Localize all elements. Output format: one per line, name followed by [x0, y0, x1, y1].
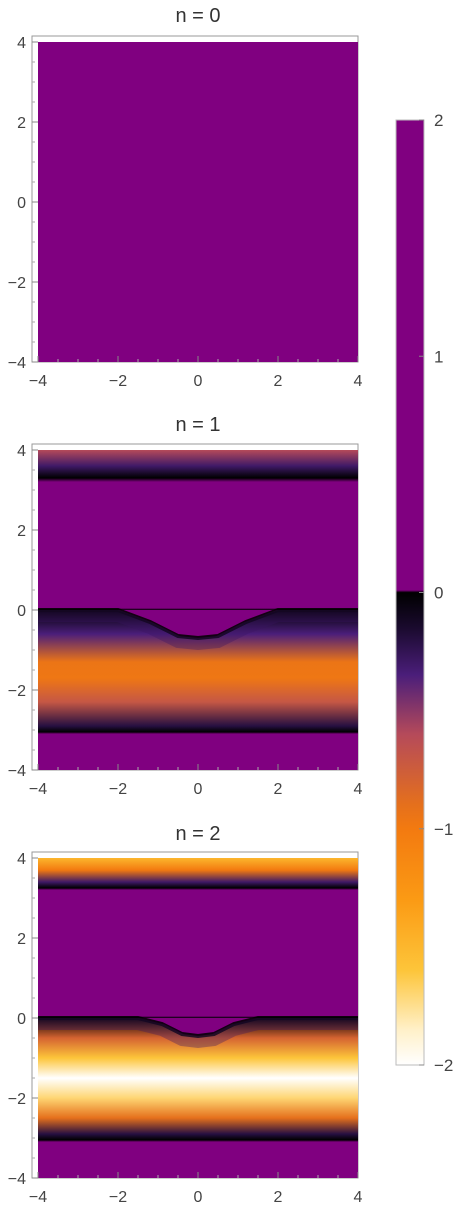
- boundary-curve: [38, 608, 358, 641]
- heatmap: [38, 450, 358, 770]
- heatmap-region: [38, 42, 358, 362]
- y-tick-label: 4: [17, 851, 26, 868]
- y-tick-label: −4: [8, 1171, 26, 1188]
- y-tick-label: −2: [8, 683, 26, 700]
- y-tick-label: 2: [17, 931, 26, 948]
- axes: −4 4 −2 2 0 0 2 −2 4 −4: [8, 851, 363, 1206]
- x-tick-label: 2: [274, 373, 283, 390]
- boundary-haze: [38, 610, 358, 651]
- panel-title: n = 1: [175, 414, 220, 436]
- y-tick-label: 0: [17, 603, 26, 620]
- heatmap: [38, 858, 358, 1178]
- y-tick-label: 4: [17, 35, 26, 52]
- y-tick-label: −4: [8, 355, 26, 372]
- boundary-haze: [38, 1018, 358, 1049]
- panel-title: n = 0: [175, 5, 220, 27]
- panel-n2: n = 2 −4 4 −2 2 0 0 2 −2 4 −4: [8, 823, 363, 1206]
- x-tick-label: 2: [274, 781, 283, 798]
- x-tick-label: 0: [194, 781, 203, 798]
- y-tick-label: 4: [17, 443, 26, 460]
- x-tick-label: −4: [29, 373, 47, 390]
- axes: −4 4 −2 2 0 0 2 −2 4 −4: [8, 35, 363, 390]
- y-tick-label: −2: [8, 275, 26, 292]
- panel-n1: n = 1 −4 4 −2 2 0 0 2 −2 4 −4: [8, 414, 363, 798]
- colorbar: 2 1 0 −1 −2: [395, 111, 453, 1075]
- boundary-curve: [38, 1016, 358, 1039]
- y-tick-label: −2: [8, 1091, 26, 1108]
- colorbar-tick-label: 0: [434, 584, 443, 603]
- y-tick-label: 0: [17, 195, 26, 212]
- y-tick-label: 2: [17, 115, 26, 132]
- x-tick-label: −4: [29, 781, 47, 798]
- y-tick-label: 0: [17, 1011, 26, 1028]
- x-tick-label: −4: [29, 1189, 47, 1206]
- x-tick-label: 0: [194, 373, 203, 390]
- y-tick-label: 2: [17, 523, 26, 540]
- y-tick-label: −4: [8, 763, 26, 780]
- panel-title: n = 2: [175, 823, 220, 845]
- x-tick-label: 0: [194, 1189, 203, 1206]
- colorbar-tick-label: −2: [434, 1056, 453, 1075]
- colorbar-tick-label: 1: [434, 347, 443, 366]
- x-tick-label: 4: [354, 781, 363, 798]
- heatmap: [38, 42, 358, 362]
- panel-n0: n = 0 −4 4 −2 2 0 0 2 −2 4 −4: [8, 5, 363, 390]
- x-tick-label: 2: [274, 1189, 283, 1206]
- x-tick-label: −2: [109, 373, 127, 390]
- colorbar-tick-label: 2: [434, 111, 443, 130]
- x-tick-label: 4: [354, 1189, 363, 1206]
- purple-dip-region: [38, 1018, 358, 1036]
- x-tick-label: 4: [354, 373, 363, 390]
- axes: −4 4 −2 2 0 0 2 −2 4 −4: [8, 443, 363, 798]
- purple-dip-region: [38, 610, 358, 638]
- x-tick-label: −2: [109, 1189, 127, 1206]
- x-tick-label: −2: [109, 781, 127, 798]
- colorbar-tick-label: −1: [434, 820, 453, 839]
